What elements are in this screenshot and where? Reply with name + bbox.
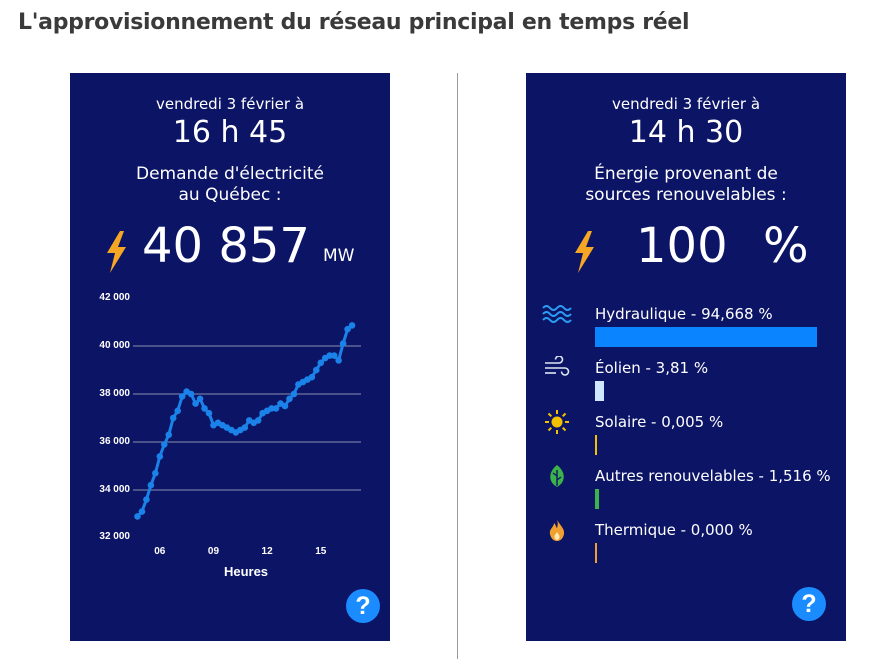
y-tick-label: 38 000	[99, 388, 130, 399]
data-point	[286, 395, 293, 403]
x-axis-title: Heures	[223, 564, 269, 579]
demand-description: Demande d'électricité au Québec :	[70, 164, 390, 206]
data-point	[160, 441, 168, 448]
source-bar	[595, 543, 597, 563]
source-label: Solaire - 0,005 %	[595, 413, 724, 431]
lightning-bolt-icon	[575, 231, 594, 273]
data-point	[348, 322, 356, 329]
help-button[interactable]: ?	[792, 587, 826, 621]
source-row-autres-renouvelables: Autres renouvelables - 1,516 %	[526, 465, 846, 519]
data-point	[241, 424, 249, 431]
source-bar	[595, 435, 597, 455]
data-point	[143, 496, 150, 503]
demand-description-line1: Demande d'électricité	[136, 164, 324, 184]
source-bar	[595, 381, 604, 401]
source-label: Éolien - 3,81 %	[595, 359, 709, 377]
data-point	[312, 366, 320, 374]
data-point	[192, 400, 199, 407]
source-bar	[595, 327, 817, 347]
data-point	[138, 508, 146, 515]
data-point	[156, 453, 164, 460]
source-row-eolien: Éolien - 3,81 %	[526, 356, 846, 411]
data-point	[308, 373, 316, 381]
sun-icon	[545, 410, 569, 434]
data-point	[174, 407, 182, 415]
y-tick-label: 40 000	[99, 340, 130, 351]
lightning-bolt-icon	[107, 231, 126, 273]
data-point	[201, 405, 208, 412]
data-point	[317, 359, 325, 367]
data-point	[290, 390, 298, 398]
demand-panel: vendredi 3 février à 16 h 45 Demande d'é…	[70, 73, 390, 641]
source-label: Autres renouvelables - 1,516 %	[595, 467, 831, 485]
demand-unit: MW	[323, 246, 355, 266]
demand-date: vendredi 3 février à	[155, 95, 305, 113]
renewables-panel: vendredi 3 février à 14 h 30 Énergie pro…	[526, 73, 846, 641]
data-point	[344, 325, 351, 333]
flame-icon	[549, 519, 565, 541]
demand-series-line	[136, 324, 354, 518]
x-tick-label: 09	[208, 546, 220, 557]
renewables-value: 100	[636, 218, 728, 274]
data-point	[165, 431, 173, 439]
data-point	[187, 390, 195, 398]
panel-divider	[457, 73, 458, 659]
y-tick-label: 36 000	[99, 436, 130, 447]
data-point	[196, 395, 204, 403]
renewables-time: 14 h 30	[628, 115, 744, 150]
leaf-icon	[550, 465, 564, 487]
help-button[interactable]: ?	[346, 589, 380, 623]
renewables-unit: %	[763, 218, 809, 274]
renewables-description-line1: Énergie provenant de	[594, 164, 778, 184]
data-point	[339, 340, 347, 347]
x-tick-label: 12	[262, 546, 274, 557]
demand-value: 40 857	[142, 218, 310, 274]
water-waves-icon	[542, 305, 572, 323]
x-tick-label: 06	[154, 546, 166, 557]
renewables-description-line2: sources renouvelables :	[585, 185, 787, 205]
source-row-hydraulique: Hydraulique - 94,668 %	[526, 305, 846, 357]
demand-time: 16 h 45	[172, 115, 288, 150]
y-tick-label: 42 000	[99, 292, 130, 303]
x-tick-label: 15	[315, 546, 327, 557]
source-label: Hydraulique - 94,668 %	[595, 305, 773, 323]
data-point	[205, 409, 213, 417]
data-point	[178, 393, 186, 400]
data-point	[169, 414, 177, 422]
source-label: Thermique - 0,000 %	[595, 521, 753, 539]
data-point	[272, 405, 280, 412]
renewables-date: vendredi 3 février à	[611, 95, 761, 113]
data-point	[134, 513, 141, 520]
data-point	[152, 469, 159, 477]
renewables-description: Énergie provenant de sources renouvelabl…	[526, 164, 846, 206]
y-tick-label: 34 000	[99, 484, 130, 495]
data-point	[147, 481, 155, 489]
data-point	[281, 402, 289, 410]
source-row-thermique: Thermique - 0,000 %	[526, 519, 846, 573]
data-point	[254, 417, 262, 424]
data-point	[335, 357, 342, 364]
page-title: L'approvisionnement du réseau principal …	[18, 10, 690, 35]
demand-description-line2: au Québec :	[178, 185, 282, 205]
demand-line-chart: 06 09 12 15	[133, 322, 361, 557]
wind-icon	[545, 356, 570, 376]
data-point	[330, 352, 338, 359]
y-tick-label: 32 000	[99, 531, 130, 542]
source-bar	[595, 489, 599, 509]
source-row-solaire: Solaire - 0,005 %	[526, 410, 846, 465]
